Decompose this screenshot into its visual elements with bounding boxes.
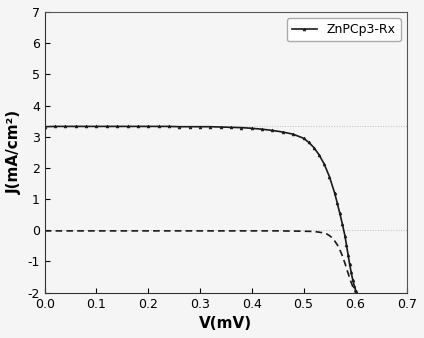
ZnPCp3-Rx	[290, 132, 296, 136]
ZnPCp3-Rx	[114, 124, 120, 128]
ZnPCp3-Rx	[42, 125, 47, 129]
ZnPCp3-Rx	[166, 124, 171, 128]
ZnPCp3-Rx	[353, 289, 358, 293]
ZnPCp3-Rx	[63, 124, 68, 128]
ZnPCp3-Rx	[53, 124, 58, 128]
ZnPCp3-Rx	[322, 162, 327, 166]
ZnPCp3-Rx	[156, 124, 161, 128]
Line: ZnPCp3-Rx: ZnPCp3-Rx	[43, 125, 357, 292]
ZnPCp3-Rx	[218, 125, 223, 129]
ZnPCp3-Rx	[327, 175, 332, 179]
ZnPCp3-Rx	[349, 270, 354, 274]
ZnPCp3-Rx	[229, 125, 234, 129]
Y-axis label: J(mA/cm²): J(mA/cm²)	[7, 110, 22, 194]
ZnPCp3-Rx	[343, 234, 348, 238]
ZnPCp3-Rx	[344, 243, 349, 247]
ZnPCp3-Rx	[208, 125, 213, 129]
ZnPCp3-Rx	[311, 146, 316, 150]
ZnPCp3-Rx	[337, 211, 342, 215]
ZnPCp3-Rx	[177, 125, 182, 129]
ZnPCp3-Rx	[347, 262, 352, 266]
ZnPCp3-Rx	[350, 277, 355, 282]
ZnPCp3-Rx	[340, 222, 345, 226]
ZnPCp3-Rx	[270, 128, 275, 132]
ZnPCp3-Rx	[317, 153, 322, 157]
ZnPCp3-Rx	[84, 124, 89, 128]
ZnPCp3-Rx	[146, 124, 151, 128]
ZnPCp3-Rx	[335, 201, 340, 205]
ZnPCp3-Rx	[187, 125, 192, 129]
ZnPCp3-Rx	[352, 284, 357, 288]
X-axis label: V(mV): V(mV)	[199, 316, 252, 331]
ZnPCp3-Rx	[280, 130, 285, 134]
ZnPCp3-Rx	[239, 126, 244, 130]
ZnPCp3-Rx	[198, 125, 203, 129]
ZnPCp3-Rx	[332, 191, 337, 195]
ZnPCp3-Rx	[259, 127, 265, 131]
ZnPCp3-Rx	[135, 124, 140, 128]
ZnPCp3-Rx	[346, 252, 351, 257]
ZnPCp3-Rx	[94, 124, 99, 128]
ZnPCp3-Rx	[104, 124, 109, 128]
ZnPCp3-Rx	[306, 140, 311, 144]
ZnPCp3-Rx	[73, 124, 78, 128]
ZnPCp3-Rx	[301, 136, 306, 140]
ZnPCp3-Rx	[125, 124, 130, 128]
ZnPCp3-Rx	[249, 126, 254, 130]
Legend: ZnPCp3-Rx: ZnPCp3-Rx	[287, 18, 401, 41]
